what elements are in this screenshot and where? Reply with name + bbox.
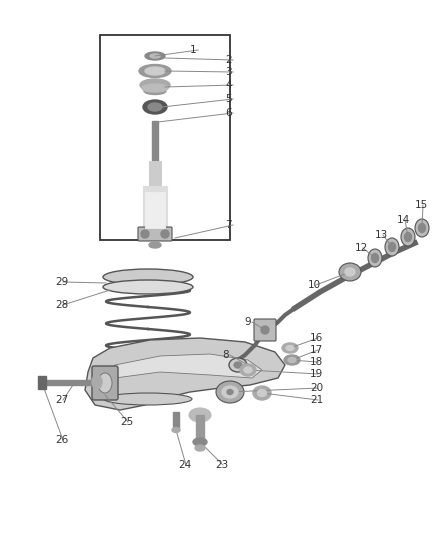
Ellipse shape <box>261 326 269 334</box>
Ellipse shape <box>371 254 378 262</box>
Ellipse shape <box>172 427 180 432</box>
Ellipse shape <box>229 358 247 372</box>
Ellipse shape <box>286 345 294 351</box>
Text: 2: 2 <box>225 55 231 65</box>
Ellipse shape <box>404 232 411 241</box>
Ellipse shape <box>389 243 396 252</box>
Ellipse shape <box>92 375 102 389</box>
Text: 9: 9 <box>244 317 251 327</box>
Ellipse shape <box>418 223 425 232</box>
Ellipse shape <box>240 364 256 376</box>
Text: 10: 10 <box>308 280 321 290</box>
Ellipse shape <box>234 362 242 368</box>
Bar <box>196 415 204 440</box>
Ellipse shape <box>284 355 300 365</box>
Ellipse shape <box>195 445 205 451</box>
Text: 8: 8 <box>222 350 229 360</box>
Text: 4: 4 <box>225 80 231 90</box>
Text: 17: 17 <box>310 345 323 355</box>
Bar <box>38 376 46 389</box>
Text: 19: 19 <box>310 369 323 379</box>
Text: 1: 1 <box>190 45 197 55</box>
Ellipse shape <box>257 390 267 397</box>
Ellipse shape <box>415 219 429 237</box>
Ellipse shape <box>143 100 167 114</box>
Ellipse shape <box>222 386 238 398</box>
FancyBboxPatch shape <box>92 366 118 400</box>
Ellipse shape <box>161 230 169 238</box>
Ellipse shape <box>193 438 207 446</box>
Bar <box>100 35 230 240</box>
Text: 21: 21 <box>310 395 323 405</box>
Bar <box>149 161 161 186</box>
Ellipse shape <box>139 64 171 77</box>
Text: 23: 23 <box>215 460 228 470</box>
Text: 26: 26 <box>55 435 68 445</box>
FancyBboxPatch shape <box>138 227 172 241</box>
Ellipse shape <box>140 79 170 91</box>
Ellipse shape <box>244 367 252 373</box>
Text: 12: 12 <box>355 243 368 253</box>
Ellipse shape <box>401 228 415 246</box>
Text: 29: 29 <box>55 277 68 287</box>
Ellipse shape <box>227 390 233 394</box>
Ellipse shape <box>149 242 161 248</box>
Text: 28: 28 <box>55 300 68 310</box>
Ellipse shape <box>98 373 112 393</box>
Text: 13: 13 <box>375 230 388 240</box>
Text: 6: 6 <box>225 108 231 118</box>
Text: 16: 16 <box>310 333 323 343</box>
Ellipse shape <box>253 386 271 400</box>
Bar <box>42 380 94 385</box>
FancyBboxPatch shape <box>254 319 276 341</box>
Text: 3: 3 <box>225 67 231 77</box>
Ellipse shape <box>144 87 166 94</box>
Ellipse shape <box>141 230 149 238</box>
Text: 27: 27 <box>55 395 68 405</box>
Ellipse shape <box>150 54 160 58</box>
Text: 15: 15 <box>415 200 428 210</box>
Bar <box>143 186 167 228</box>
Ellipse shape <box>103 269 193 285</box>
Ellipse shape <box>103 280 193 294</box>
Bar <box>145 192 165 228</box>
Ellipse shape <box>148 103 162 111</box>
Polygon shape <box>106 354 262 378</box>
Ellipse shape <box>142 84 168 92</box>
Polygon shape <box>85 338 285 410</box>
Ellipse shape <box>216 381 244 403</box>
Text: 5: 5 <box>225 94 231 104</box>
Ellipse shape <box>339 263 361 281</box>
Bar <box>173 412 179 430</box>
Text: 20: 20 <box>310 383 323 393</box>
Ellipse shape <box>368 249 382 267</box>
Ellipse shape <box>104 393 192 405</box>
Text: 24: 24 <box>178 460 191 470</box>
Ellipse shape <box>288 358 296 362</box>
Ellipse shape <box>345 268 355 276</box>
Text: 14: 14 <box>397 215 410 225</box>
Ellipse shape <box>145 67 165 75</box>
Text: 7: 7 <box>225 220 231 230</box>
Ellipse shape <box>145 52 165 60</box>
Ellipse shape <box>189 408 211 422</box>
Text: 18: 18 <box>310 357 323 367</box>
Text: 25: 25 <box>120 417 133 427</box>
Ellipse shape <box>282 343 298 353</box>
Bar <box>152 121 158 161</box>
Ellipse shape <box>385 238 399 256</box>
